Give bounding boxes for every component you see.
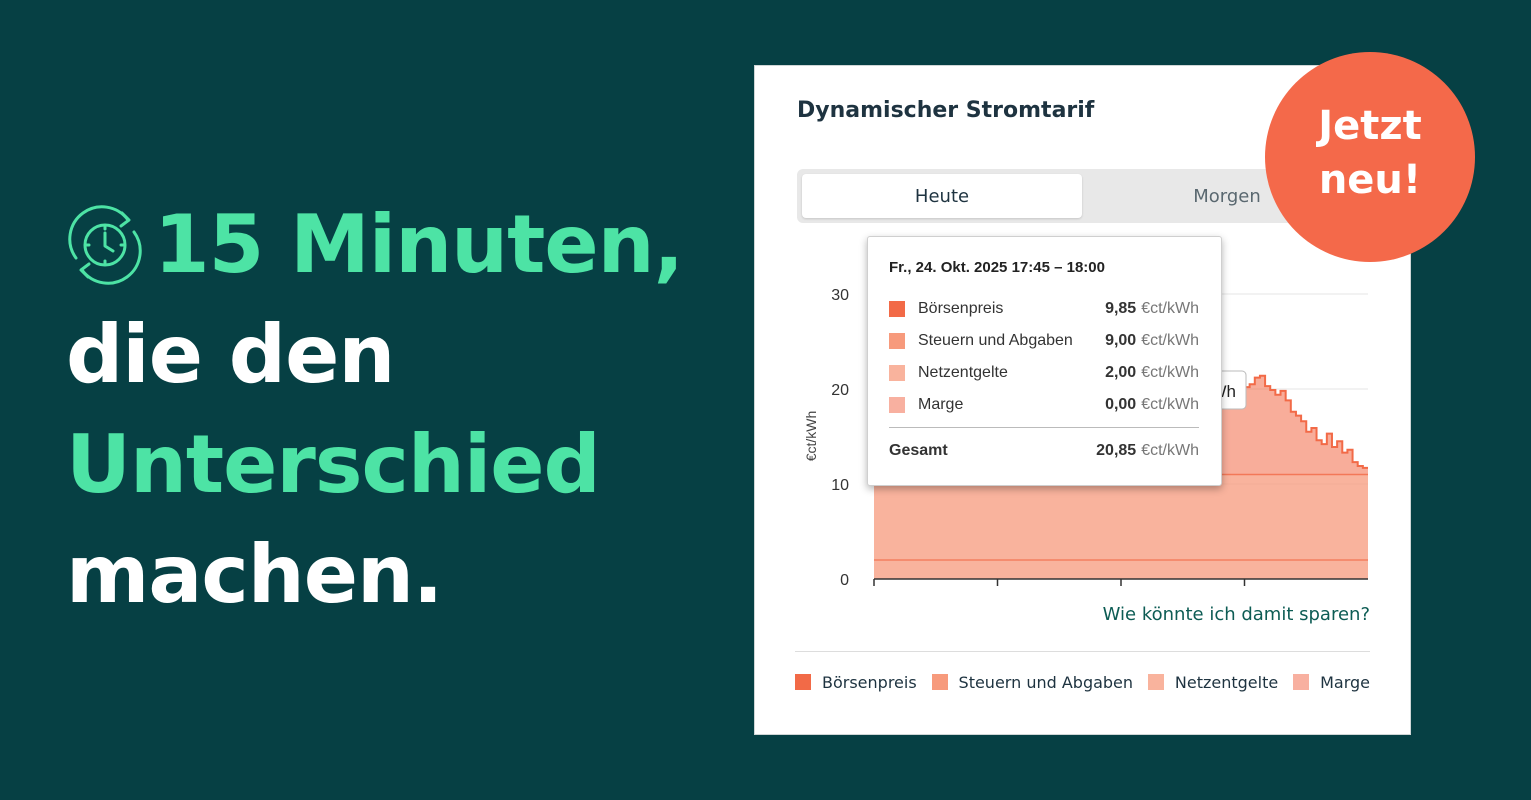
tooltip-swatch [889, 397, 905, 413]
tooltip-row-steuern: Steuern und Abgaben 9,00 €ct/kWh [889, 330, 1199, 352]
tooltip-value: 9,00 [1105, 332, 1137, 349]
headline-text-1: 15 Minuten, [154, 198, 684, 291]
card-title: Dynamischer Stromtarif [797, 98, 1095, 123]
headline-text-4: machen. [66, 528, 443, 621]
y-axis-label: €ct/kWh [803, 411, 819, 462]
tooltip-unit: €ct/kWh [1141, 396, 1199, 413]
legend-label: Börsenpreis [822, 672, 917, 692]
tooltip-label: Marge [918, 396, 964, 413]
headline-text-3: Unterschied [66, 418, 601, 511]
tooltip-row-boersenpreis: Börsenpreis 9,85 €ct/kWh [889, 298, 1199, 320]
y-tick-label: 10 [831, 477, 849, 494]
badge-line-1: Jetzt [1318, 103, 1422, 149]
tab-heute[interactable]: Heute [802, 174, 1082, 218]
headline: 15 Minuten, die den Unterschied machen. [66, 190, 684, 630]
tooltip-row-netzentgelte: Netzentgelte 2,00 €ct/kWh [889, 362, 1199, 384]
headline-line-1: 15 Minuten, [66, 190, 684, 300]
tooltip-label: Steuern und Abgaben [918, 332, 1073, 349]
tooltip-header: Fr., 24. Okt. 2025 17:45 – 18:00 [889, 259, 1105, 276]
tooltip-divider [889, 427, 1199, 428]
tooltip-unit: €ct/kWh [1141, 364, 1199, 381]
headline-text-2: die den [66, 308, 395, 401]
legend-item-netzentgelte[interactable]: Netzentgelte [1147, 672, 1279, 692]
legend-divider [795, 651, 1370, 652]
new-badge: Jetzt neu! [1265, 52, 1475, 262]
tooltip-unit: €ct/kWh [1141, 442, 1199, 459]
tooltip-swatch [889, 365, 905, 381]
legend-swatch [795, 674, 811, 690]
tooltip-label: Netzentgelte [918, 364, 1008, 381]
legend-item-steuern[interactable]: Steuern und Abgaben [931, 672, 1134, 692]
area-netzentgelte [874, 560, 1368, 579]
savings-link[interactable]: Wie könnte ich damit sparen? [1102, 604, 1370, 625]
chart-tooltip: Fr., 24. Okt. 2025 17:45 – 18:00 Börsenp… [867, 236, 1222, 486]
tooltip-swatch [889, 333, 905, 349]
y-tick-label: 30 [831, 287, 849, 304]
legend-swatch [1147, 674, 1164, 690]
tooltip-value: 0,00 [1105, 396, 1137, 413]
legend-item-marge[interactable]: Marge [1293, 673, 1370, 692]
tooltip-row-marge: Marge 0,00 €ct/kWh [889, 394, 1199, 416]
legend-label: Netzentgelte [1174, 672, 1279, 692]
legend-label: Marge [1320, 672, 1370, 692]
tooltip-value: 9,85 [1105, 300, 1137, 317]
chart-legend: Börsenpreis Steuern und Abgaben Netzentg… [795, 669, 1370, 695]
tooltip-unit: €ct/kWh [1141, 332, 1199, 349]
tooltip-unit: €ct/kWh [1141, 300, 1199, 317]
tooltip-swatch [889, 301, 905, 317]
legend-swatch [1293, 674, 1310, 690]
legend-item-boersenpreis[interactable]: Börsenpreis [795, 673, 917, 692]
tooltip-total: Gesamt 20,85 €ct/kWh [889, 442, 1199, 460]
area-boersenpreis [1213, 375, 1368, 475]
tooltip-value: 2,00 [1105, 364, 1137, 381]
tooltip-total-label: Gesamt [889, 442, 948, 459]
legend-label: Steuern und Abgaben [958, 672, 1134, 692]
badge-line-2: neu! [1318, 157, 1422, 203]
tab-morgen[interactable]: Morgen [1193, 185, 1261, 207]
y-tick-label: 0 [840, 572, 849, 586]
y-tick-label: 20 [831, 382, 849, 399]
tooltip-label: Börsenpreis [918, 300, 1004, 317]
tooltip-total-value: 20,85 [1096, 442, 1137, 459]
clock-refresh-icon [68, 205, 142, 285]
legend-swatch [931, 674, 948, 690]
